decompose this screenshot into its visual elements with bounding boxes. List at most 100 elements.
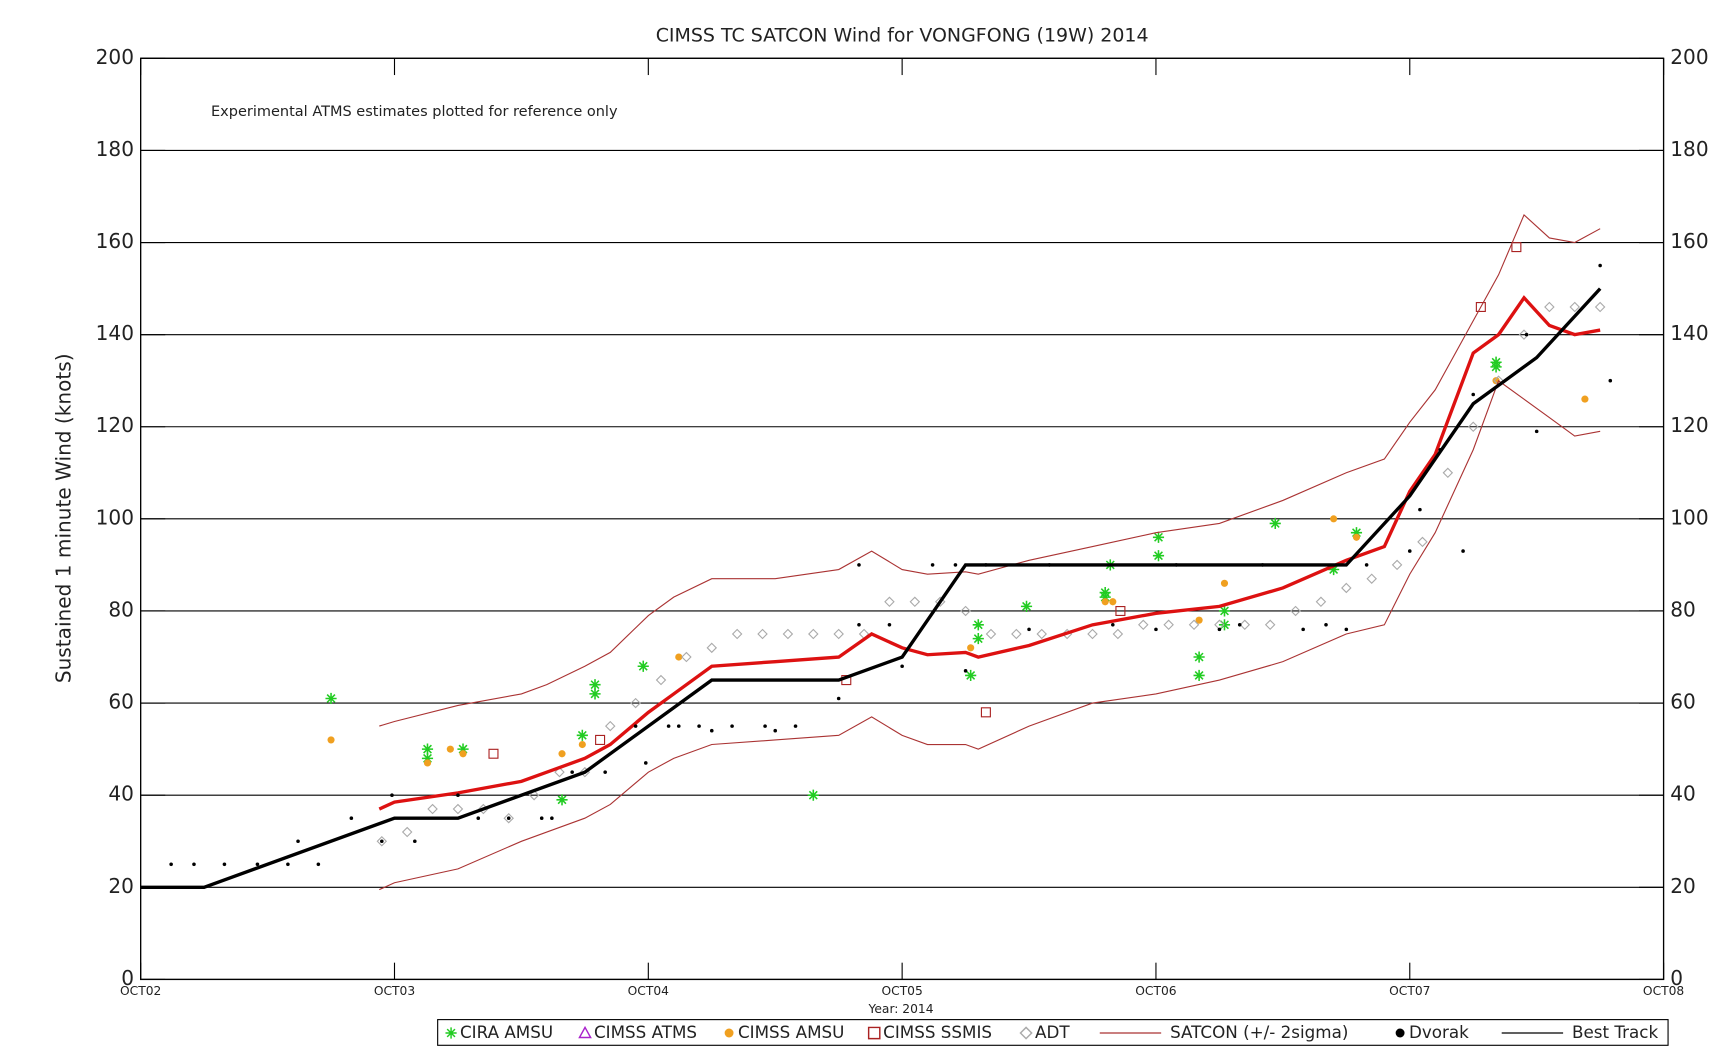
point <box>169 862 173 867</box>
point <box>1391 559 1403 571</box>
legend-swatch <box>1019 1026 1033 1040</box>
point <box>655 674 667 686</box>
legend-swatch <box>445 1027 457 1039</box>
point <box>550 816 554 821</box>
y-axis-label: Sustained 1 minute Wind (knots) <box>51 353 75 683</box>
point <box>452 803 464 815</box>
point <box>476 816 481 821</box>
point <box>773 728 778 733</box>
legend-swatch <box>1395 1028 1405 1038</box>
point <box>286 862 290 867</box>
point <box>953 563 958 567</box>
point <box>887 623 892 627</box>
y2-tick-label: 20 <box>1670 874 1696 898</box>
point <box>1193 669 1205 682</box>
point <box>1461 549 1465 553</box>
point <box>1101 598 1109 606</box>
point <box>697 724 701 728</box>
point <box>630 697 641 709</box>
point <box>222 862 227 867</box>
point <box>1534 429 1539 434</box>
point <box>1011 628 1022 640</box>
point <box>421 743 434 755</box>
point <box>1109 598 1117 606</box>
point <box>446 745 454 753</box>
point <box>325 692 337 705</box>
point <box>1115 605 1126 616</box>
point <box>960 605 971 617</box>
legend-swatch <box>867 1026 881 1040</box>
point <box>1417 536 1428 548</box>
y2-tick-label: 0 <box>1670 966 1683 990</box>
y2-tick-label: 120 <box>1670 413 1708 437</box>
point <box>1364 563 1369 567</box>
point <box>1350 527 1363 539</box>
point <box>456 793 460 797</box>
point <box>857 563 861 567</box>
point <box>972 619 984 631</box>
point <box>836 696 841 701</box>
point <box>296 839 300 844</box>
point <box>1264 619 1276 631</box>
y-tick-label: 80 <box>108 597 134 621</box>
point <box>1020 600 1033 612</box>
point <box>681 651 692 663</box>
satcon-line <box>378 295 1601 811</box>
legend-box <box>437 1019 1669 1046</box>
x-tick-label: OCT06 <box>1135 984 1177 998</box>
point <box>1152 550 1165 562</box>
point <box>763 724 767 728</box>
point <box>980 707 991 718</box>
point <box>1220 579 1229 587</box>
point <box>1217 627 1222 632</box>
y-tick-label: 60 <box>108 690 134 714</box>
y-tick-label: 40 <box>108 782 134 806</box>
point <box>1581 395 1589 403</box>
point <box>967 644 975 652</box>
point <box>643 761 648 765</box>
point <box>666 724 671 728</box>
point <box>457 743 469 755</box>
x-tick-label: OCT07 <box>1389 984 1430 998</box>
band-lower <box>379 379 1601 891</box>
point <box>730 724 734 728</box>
x-tick-label: OCT05 <box>881 984 922 998</box>
point <box>1218 605 1231 617</box>
chart-title: CIMSS TC SATCON Wind for VONGFONG (19W) … <box>656 24 1149 46</box>
point <box>1111 623 1115 627</box>
point <box>833 628 844 640</box>
x-tick-label: OCT02 <box>120 984 161 998</box>
legend-label: Best Track <box>1572 1022 1658 1042</box>
best-track-line <box>140 287 1602 889</box>
point <box>900 664 904 669</box>
y2-tick-label: 60 <box>1670 690 1696 714</box>
point <box>1467 421 1479 433</box>
y2-tick-label: 140 <box>1670 321 1708 345</box>
point <box>1239 619 1251 631</box>
point <box>413 839 417 844</box>
point <box>390 793 394 797</box>
point <box>709 728 714 733</box>
legend-label: SATCON (+/- 2sigma) <box>1170 1022 1348 1042</box>
x-tick-label: OCT04 <box>628 984 670 998</box>
point <box>972 633 984 645</box>
y-tick-label: 140 <box>96 321 134 345</box>
point <box>589 679 601 691</box>
point <box>1608 378 1613 383</box>
point <box>675 653 683 661</box>
point <box>1328 563 1340 576</box>
point <box>965 669 977 682</box>
point <box>1544 301 1555 313</box>
legend-label: Dvorak <box>1409 1022 1469 1042</box>
point <box>1027 627 1031 632</box>
point <box>1598 263 1602 268</box>
point <box>1290 605 1301 617</box>
band-upper <box>379 214 1601 727</box>
point <box>909 596 921 608</box>
point <box>1154 627 1158 632</box>
legend-swatch <box>578 1025 592 1039</box>
point <box>1099 591 1111 603</box>
point <box>1569 301 1581 313</box>
